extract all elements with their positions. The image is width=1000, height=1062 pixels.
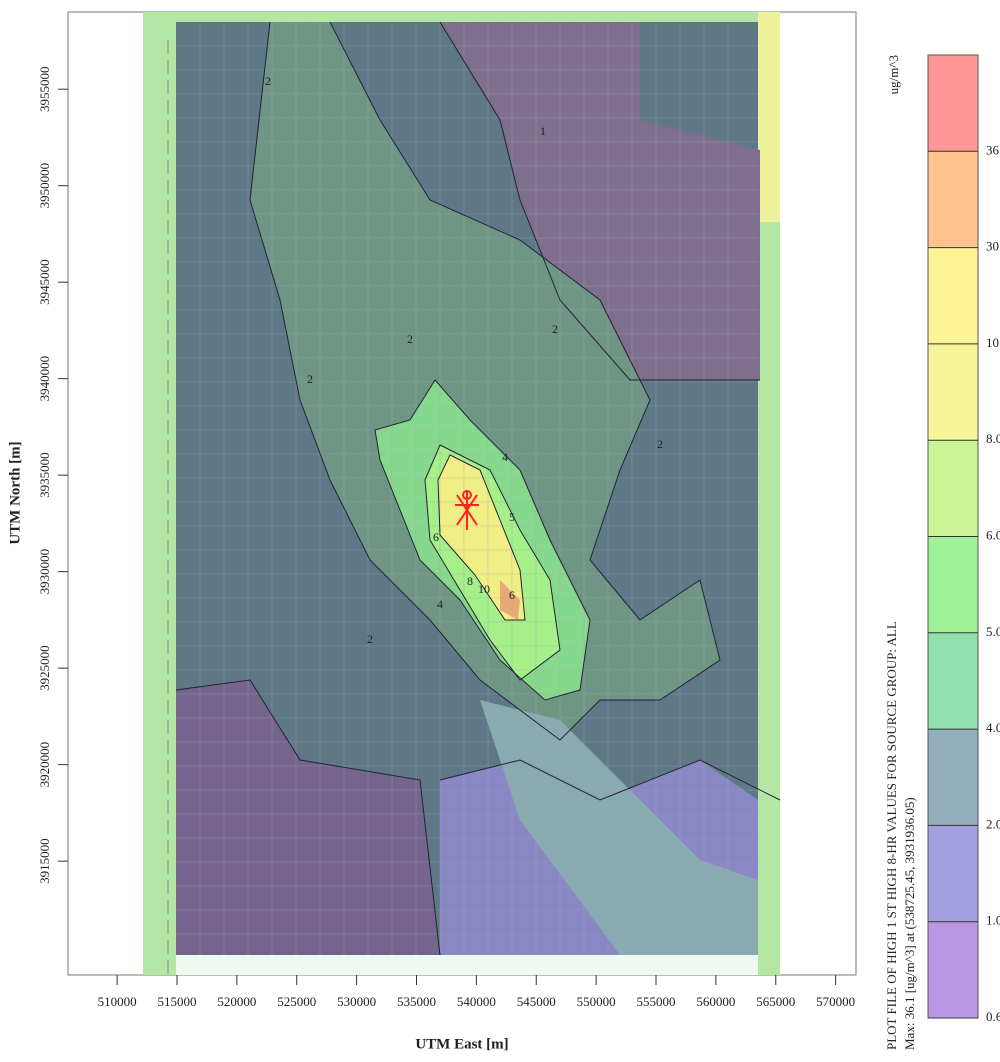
colorbar-band	[928, 440, 978, 537]
region-peak	[438, 455, 525, 620]
x-tick-label: 560000	[696, 994, 735, 1009]
x-tick-label: 525000	[277, 994, 316, 1009]
x-tick-label: 530000	[337, 994, 376, 1009]
colorbar-label: 6.0	[986, 527, 1000, 542]
source	[462, 490, 472, 500]
y-tick-label: 3950000	[37, 163, 52, 209]
x-tick-label: 535000	[397, 994, 436, 1009]
y-tick-label: 3915000	[37, 838, 52, 884]
colorbar-label: 5.0	[986, 624, 1000, 639]
colorbar-label: 36.1	[986, 142, 1000, 157]
source-marker	[455, 490, 479, 530]
x-tick-label: 510000	[98, 994, 137, 1009]
colorbar-band	[928, 921, 978, 1018]
contour	[374, 379, 591, 701]
contour-label: 2	[307, 372, 313, 386]
x-tick-label: 570000	[816, 994, 855, 1009]
grid-h	[176, 45, 758, 935]
colorbar-label: 30.0	[986, 239, 1000, 254]
colorbar-label: 2.0	[986, 816, 1000, 831]
contour	[175, 679, 441, 956]
colorbar-label: 4.0	[986, 720, 1000, 735]
x-tick-label: 550000	[577, 994, 616, 1009]
colorbar-label: 0.6	[986, 1009, 1000, 1024]
y-axis-title: UTM North [m]	[7, 441, 23, 544]
grid-v	[199, 22, 729, 955]
y-tick-label: 3940000	[37, 356, 52, 402]
y-tick-label: 3930000	[37, 549, 52, 595]
contour	[439, 21, 760, 381]
region-mid	[250, 22, 720, 740]
x-tick-label: 545000	[517, 994, 556, 1009]
x-tick-label: 520000	[217, 994, 256, 1009]
contour	[437, 454, 526, 621]
colorbar-label: 1.0	[986, 913, 1000, 928]
x-axis-title: UTM East [m]	[415, 1036, 508, 1052]
receptor-grid	[176, 22, 758, 955]
contour-label: 2	[367, 632, 373, 646]
outer-bottom	[176, 955, 758, 975]
y-tick-label: 3925000	[37, 645, 52, 691]
colorbar-band	[928, 729, 978, 826]
contour-lines	[175, 21, 781, 956]
contour-label: 10	[478, 582, 490, 596]
colorbar-band	[928, 536, 978, 633]
x-tick-label: 555000	[637, 994, 676, 1009]
contour-label: 2	[265, 74, 271, 88]
plot-subtitle: Max: 36.1 [ug/m^3] at (538725.45, 393193…	[902, 797, 917, 1050]
colorbar-band	[928, 825, 978, 922]
colorbar-label: 8.0	[986, 431, 1000, 446]
contour	[249, 21, 721, 741]
contour	[439, 759, 781, 801]
map-layers	[67, 11, 857, 976]
colorbar-band	[928, 632, 978, 730]
y-tick-label: 3935000	[37, 452, 52, 498]
region-mid	[480, 700, 758, 955]
contour-label: 6	[433, 530, 439, 544]
contour-label: 2	[552, 322, 558, 336]
plot-title: PLOT FILE OF HIGH 1 ST HIGH 8-HR VALUES …	[884, 621, 899, 1050]
contour-label: 4	[502, 450, 508, 464]
colorbar-label: 10.0	[986, 335, 1000, 350]
contour-label: 1	[540, 124, 546, 138]
colorbar-band	[928, 55, 978, 152]
contour	[424, 444, 561, 681]
contour-label: 6	[509, 588, 515, 602]
y-tick-label: 3955000	[37, 66, 52, 112]
x-tick-label: 540000	[457, 994, 496, 1009]
y-tick-label: 3920000	[37, 742, 52, 788]
colorbar-unit: ug/m^3	[886, 55, 901, 94]
colorbar-band	[928, 343, 978, 441]
contour-label: 5	[509, 510, 515, 524]
x-tick-label: 565000	[756, 994, 795, 1009]
region-peak	[500, 580, 520, 620]
y-tick-label: 3945000	[37, 259, 52, 305]
contour-label: 2	[407, 332, 413, 346]
colorbar-band	[928, 247, 978, 344]
source	[455, 490, 479, 530]
contour-label: 8	[467, 574, 473, 588]
contour-label: 4	[437, 597, 443, 611]
colorbar-band	[928, 151, 978, 248]
contour-label: 2	[657, 437, 663, 451]
outer-edge	[758, 12, 780, 222]
x-tick-label: 515000	[157, 994, 196, 1009]
